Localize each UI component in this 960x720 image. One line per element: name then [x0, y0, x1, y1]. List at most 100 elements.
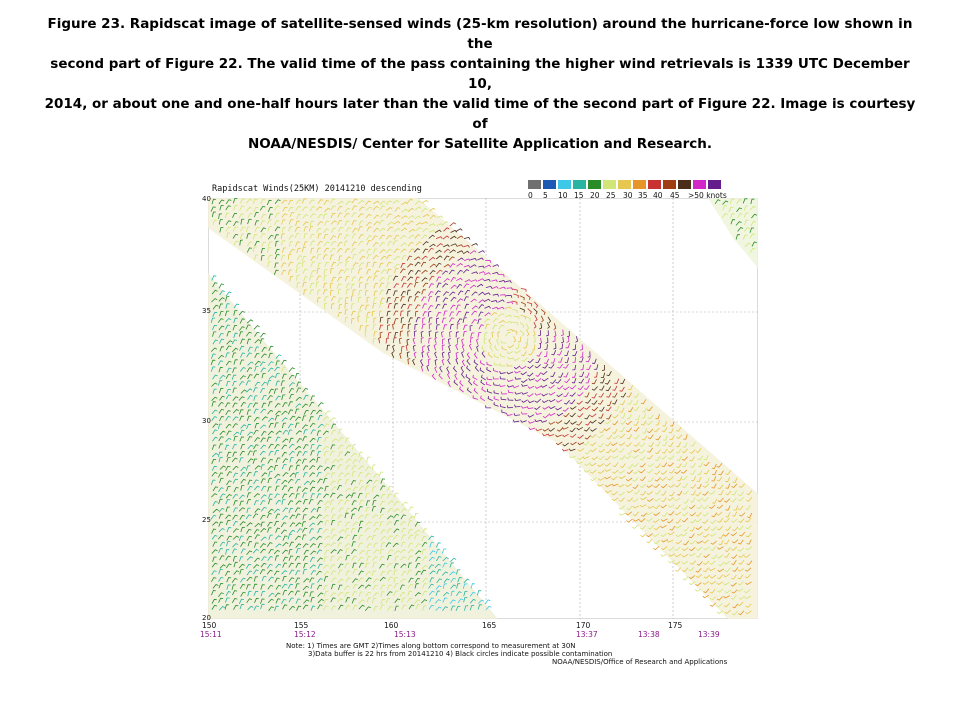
wind-barb [466, 365, 471, 372]
wind-barb [267, 465, 274, 471]
wind-barb [253, 500, 259, 506]
wind-barb [393, 290, 398, 296]
wind-barb [281, 373, 287, 379]
wind-barb [259, 450, 266, 456]
wind-barb [493, 362, 500, 366]
wind-barb [660, 455, 667, 460]
wind-barb [492, 271, 499, 275]
wind-barb [453, 365, 458, 373]
wind-barb [379, 205, 386, 211]
wind-barb [365, 577, 372, 582]
wind-barb [688, 566, 695, 572]
wind-barb [703, 469, 710, 475]
wind-barb [486, 376, 493, 381]
wind-barb [323, 493, 329, 499]
wind-barb [435, 304, 441, 310]
wind-barb [253, 529, 260, 535]
wind-barb [457, 257, 464, 262]
wind-barb [498, 319, 506, 324]
wind-barb [211, 604, 218, 610]
wind-barb [337, 549, 343, 555]
wind-barb [676, 434, 683, 439]
wind-barb [274, 226, 281, 232]
wind-barb [246, 576, 253, 582]
wind-barb [555, 399, 563, 403]
wind-barb [295, 199, 302, 205]
legend-label: 0 [528, 191, 533, 200]
wind-barb [394, 214, 401, 219]
wind-barb [274, 605, 279, 612]
wind-barb [400, 310, 404, 317]
wind-barb [443, 227, 450, 232]
wind-barb [322, 528, 329, 534]
wind-barb [731, 610, 738, 616]
wind-barb [211, 396, 218, 401]
wind-barb [710, 526, 718, 531]
wind-barb [274, 220, 280, 226]
wind-barb [519, 322, 525, 329]
wind-barb [295, 562, 301, 568]
wind-barb [219, 395, 225, 401]
wind-barb [259, 569, 266, 575]
wind-barb [358, 199, 365, 205]
wind-barb [338, 428, 343, 435]
wind-barb [394, 598, 401, 604]
wind-barb [514, 349, 521, 354]
wind-barb [345, 570, 351, 576]
legend-swatch [543, 180, 556, 189]
wind-barb [350, 527, 356, 534]
wind-barb [373, 283, 379, 289]
wind-barb [513, 293, 519, 299]
wind-barb [295, 267, 300, 274]
wind-barb [507, 344, 515, 349]
wind-barb [323, 450, 329, 456]
wind-barb [422, 590, 428, 596]
wind-barb [655, 463, 661, 469]
wind-barb [618, 442, 626, 446]
wind-barb [464, 289, 471, 295]
wind-barb [611, 497, 619, 502]
wind-barb [732, 511, 738, 517]
wind-barb [212, 556, 217, 562]
wind-barb [281, 570, 288, 575]
wind-barb [337, 578, 344, 583]
wind-barb [447, 358, 451, 365]
wind-barb [225, 226, 231, 232]
wind-barb [309, 437, 316, 443]
wind-barb [324, 220, 330, 226]
map-title: Rapidscat Winds(25KM) 20141210 descendin… [212, 184, 422, 194]
wind-barb [455, 343, 459, 351]
wind-barb [606, 371, 612, 377]
wind-barb [591, 456, 599, 461]
wind-barb [647, 447, 653, 453]
wind-barb [323, 584, 329, 591]
wind-barb [674, 504, 681, 510]
wind-barb [351, 233, 357, 239]
wind-barb [471, 319, 478, 324]
wind-barb [385, 542, 392, 548]
wind-barb [330, 542, 337, 547]
wind-barb [338, 584, 343, 591]
wind-barb [456, 591, 462, 597]
wind-barb [231, 339, 238, 345]
wind-barb [422, 345, 426, 352]
wind-barb [379, 548, 384, 555]
wind-barb [652, 519, 660, 523]
wind-barb [512, 419, 520, 423]
wind-barb [406, 255, 412, 261]
wind-barb [364, 492, 370, 499]
wind-barb [344, 248, 350, 254]
wind-barb [303, 563, 308, 569]
wind-barb [273, 465, 278, 471]
wind-barb [408, 228, 416, 233]
wind-barb [721, 213, 728, 218]
wind-barb [654, 497, 661, 502]
wind-barb [553, 330, 557, 338]
wind-barb [392, 240, 398, 246]
wind-barb [282, 590, 288, 596]
wind-barb [317, 240, 323, 246]
wind-barb [303, 241, 308, 247]
wind-barb [576, 400, 583, 405]
wind-barb [420, 569, 426, 575]
wind-barb [498, 384, 506, 387]
